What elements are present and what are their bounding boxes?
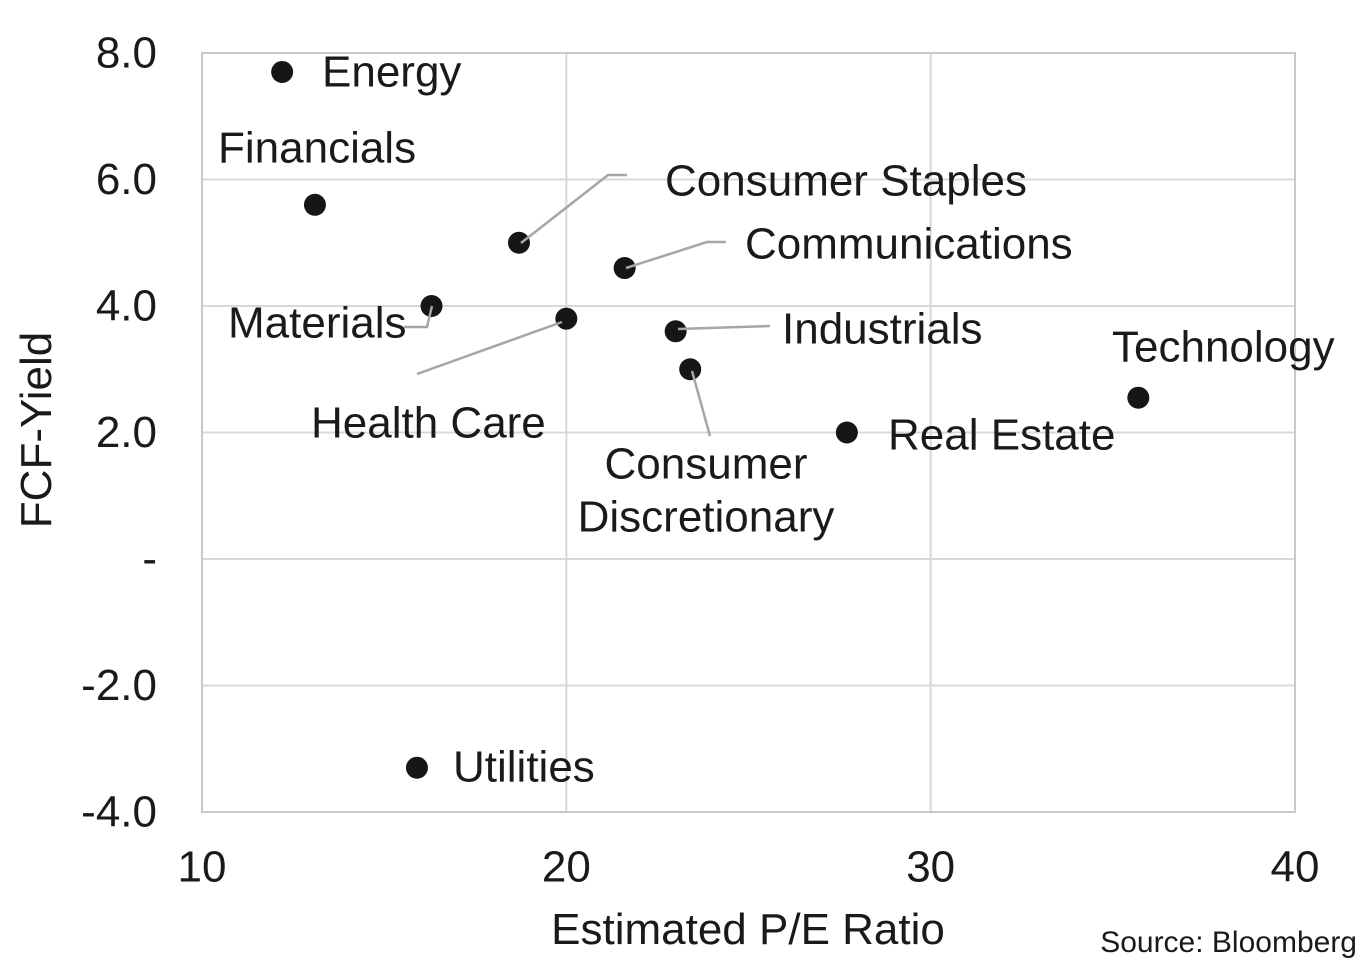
leader-line-materials — [404, 305, 434, 329]
leader-line-health-care — [416, 320, 563, 376]
point-financials — [303, 193, 326, 216]
point-health-care — [555, 307, 578, 330]
point-utilities — [405, 756, 428, 779]
point-label-consumer-staples: Consumer Staples — [665, 157, 1027, 206]
point-label-energy: Energy — [322, 48, 461, 97]
x-tick-label-30: 30 — [906, 843, 955, 892]
x-tick-label-20: 20 — [542, 843, 591, 892]
y-tick-label-6-0: 6.0 — [96, 155, 157, 204]
leader-line-consumer-staples — [520, 173, 627, 244]
point-label-consumer-discretionary-line2: Discretionary — [578, 493, 835, 542]
y-axis-title: FCF-Yield — [12, 331, 61, 529]
y-tick-label--: - — [142, 535, 157, 584]
point-label-industrials: Industrials — [782, 305, 983, 354]
point-label-real-estate: Real Estate — [888, 411, 1115, 460]
source-credit: Source: Bloomberg — [1100, 926, 1357, 959]
plot-border — [201, 52, 1296, 813]
leader-line-consumer-discretionary — [690, 370, 712, 437]
point-industrials — [664, 320, 687, 343]
point-label-technology: Technology — [1112, 323, 1335, 372]
x-axis-title: Estimated P/E Ratio — [551, 905, 945, 954]
point-label-materials: Materials — [228, 299, 407, 348]
y-tick-label--4-0: -4.0 — [81, 788, 157, 837]
point-real-estate — [835, 421, 858, 444]
y-tick-label-2-0: 2.0 — [96, 408, 157, 457]
x-tick-label-40: 40 — [1271, 843, 1320, 892]
point-communications — [613, 257, 636, 280]
y-tick-label-8-0: 8.0 — [96, 29, 157, 78]
x-tick-label-10: 10 — [178, 843, 227, 892]
leader-line-industrials — [677, 324, 771, 331]
point-technology — [1127, 386, 1150, 409]
point-label-utilities: Utilities — [453, 743, 595, 792]
y-tick-label--2-0: -2.0 — [81, 661, 157, 710]
y-tick-label-4-0: 4.0 — [96, 282, 157, 331]
point-label-financials: Financials — [218, 124, 416, 173]
point-label-health-care: Health Care — [311, 399, 546, 448]
point-label-consumer-discretionary-line1: Consumer — [605, 440, 808, 489]
leader-line-communications — [625, 240, 726, 270]
point-consumer-staples — [507, 231, 530, 254]
point-label-communications: Communications — [745, 220, 1073, 269]
point-consumer-discretionary — [679, 358, 702, 381]
point-energy — [271, 60, 294, 83]
